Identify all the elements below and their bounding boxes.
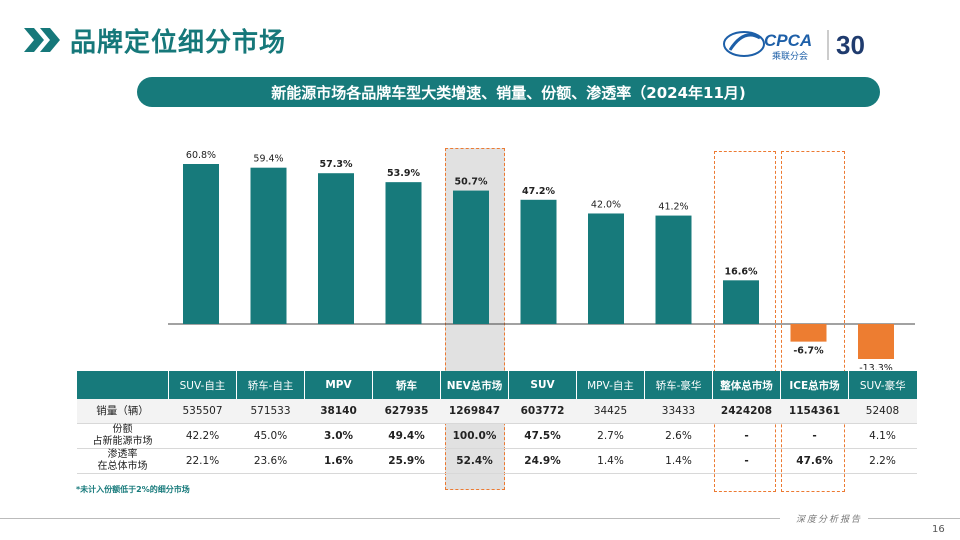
cpca-logo: CPCA 乘联分会 30 — [716, 24, 936, 64]
title-bar: 品牌定位细分市场 — [20, 20, 286, 60]
page-number: 16 — [932, 524, 945, 535]
table-header-10: SUV-豪华 — [848, 371, 917, 399]
chart-subtitle: 新能源市场各品牌车型大类增速、销量、份额、渗透率（2024年11月) — [137, 77, 880, 107]
footer-divider — [0, 518, 780, 519]
logo-anniversary: 30 — [836, 30, 865, 60]
table-row: 渗透率 在总体市场 22.1% 23.6% 1.6% 25.9% 52.4% 24.9% 1.4… — [76, 448, 917, 474]
bar-10 — [858, 324, 894, 359]
table-header-8: 整体总市场 — [712, 371, 781, 399]
table-cell: 49.4% — [372, 423, 441, 449]
bar-7 — [655, 215, 692, 324]
bar-label-7: 41.2% — [658, 202, 688, 213]
table-cell: 47.5% — [508, 423, 577, 449]
table-corner — [76, 371, 169, 399]
table-cell: - — [712, 423, 781, 449]
bar-label-2: 57.3% — [320, 159, 353, 170]
nev-dashed-box — [445, 148, 505, 490]
table-cell: 1269847 — [440, 399, 509, 424]
table-header-3: 轿车 — [372, 371, 441, 399]
table-cell: 24.9% — [508, 448, 577, 474]
bar-chart: 60.8% 59.4% 57.3% 53.9% 50.7% 47.2% 42.0% 41.2%… — [168, 150, 915, 370]
bar-2 — [318, 173, 354, 324]
report-tag: 深度分析报告 — [796, 515, 863, 525]
bar-label-3: 53.9% — [387, 168, 420, 179]
table-cell: 33433 — [644, 399, 713, 424]
table-cell: 22.1% — [168, 448, 237, 474]
table-cell: 4.1% — [848, 423, 917, 449]
table-cell: - — [712, 448, 781, 474]
footer-divider-right — [868, 518, 960, 519]
bar-5 — [520, 199, 557, 324]
bar-label-1: 59.4% — [253, 154, 283, 165]
table-cell: 1.6% — [304, 448, 373, 474]
table-cell: - — [780, 423, 849, 449]
table-cell: 2424208 — [712, 399, 781, 424]
bar-label-0: 60.8% — [186, 150, 216, 161]
bar-label-4: 50.7% — [455, 177, 488, 188]
footnote: *未计入份额低于2%的细分市场 — [76, 485, 190, 494]
table-cell: 603772 — [508, 399, 577, 424]
ice-market-dashed-box — [781, 151, 845, 492]
table-header-row: SUV-自主 轿车-自主 MPV 轿车 NEV总市场 SUV MPV-自主 轿车-豪华 整体总市… — [76, 371, 917, 399]
logo-brand: CPCA — [764, 31, 812, 50]
bar-label-9: -6.7% — [793, 346, 824, 357]
table-cell: 45.0% — [236, 423, 305, 449]
table-cell: 571533 — [236, 399, 305, 424]
data-table: SUV-自主 轿车-自主 MPV 轿车 NEV总市场 SUV MPV-自主 轿车-豪华 整体总市… — [76, 371, 917, 474]
table-cell: 1.4% — [644, 448, 713, 474]
table-cell: 2.7% — [576, 423, 645, 449]
table-row: 份额 占新能源市场 42.2% 45.0% 3.0% 49.4% 100.0% 47.5% 2.… — [76, 423, 917, 449]
bar-0 — [183, 164, 219, 324]
table-cell: 47.6% — [780, 448, 849, 474]
table-cell: 52408 — [848, 399, 917, 424]
bar-3 — [385, 182, 422, 324]
row-label: 渗透率 在总体市场 — [76, 448, 169, 474]
table-cell: 42.2% — [168, 423, 237, 449]
bar-label-8: 16.6% — [725, 266, 758, 277]
table-header-1: 轿车-自主 — [236, 371, 305, 399]
table-cell: 52.4% — [440, 448, 509, 474]
table-row: 销量（辆） 535507 571533 38140 627935 1269847 60377… — [76, 399, 917, 424]
logo-brand-cn: 乘联分会 — [772, 50, 808, 62]
table-cell: 3.0% — [304, 423, 373, 449]
table-header-9: ICE总市场 — [780, 371, 849, 399]
table-header-5: SUV — [508, 371, 577, 399]
row-label: 份额 占新能源市场 — [76, 423, 169, 449]
table-cell: 2.6% — [644, 423, 713, 449]
bar-label-5: 47.2% — [522, 186, 555, 197]
row-label: 销量（辆） — [76, 399, 169, 424]
double-chevron-icon — [24, 28, 60, 52]
total-market-dashed-box — [714, 151, 776, 492]
table-header-6: MPV-自主 — [576, 371, 645, 399]
table-cell: 25.9% — [372, 448, 441, 474]
table-header-7: 轿车-豪华 — [644, 371, 713, 399]
bar-9 — [790, 324, 827, 342]
table-cell: 23.6% — [236, 448, 305, 474]
bar-1 — [250, 167, 287, 324]
table-cell: 535507 — [168, 399, 237, 424]
table-cell: 38140 — [304, 399, 373, 424]
table-cell: 34425 — [576, 399, 645, 424]
table-cell: 627935 — [372, 399, 441, 424]
table-cell: 1.4% — [576, 448, 645, 474]
bar-4 — [453, 190, 489, 324]
bar-label-6: 42.0% — [591, 199, 621, 210]
table-cell: 2.2% — [848, 448, 917, 474]
page-title: 品牌定位细分市场 — [70, 27, 287, 58]
bar-label-10: -13.3% — [859, 363, 893, 370]
table-header-4: NEV总市场 — [440, 371, 509, 399]
table-header-0: SUV-自主 — [168, 371, 237, 399]
table-cell: 100.0% — [440, 423, 509, 449]
table-header-2: MPV — [304, 371, 373, 399]
table-cell: 1154361 — [780, 399, 849, 424]
bar-6 — [588, 213, 624, 324]
bar-8 — [723, 280, 759, 324]
